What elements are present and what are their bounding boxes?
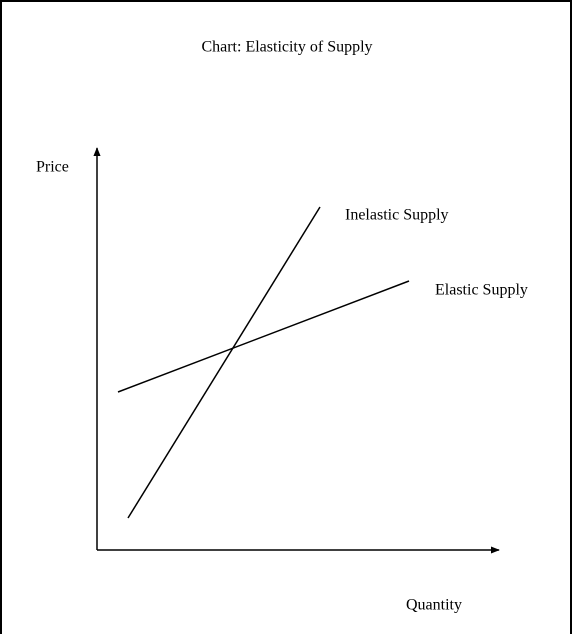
curve-label: Inelastic Supply: [345, 207, 449, 224]
curve-label: Elastic Supply: [435, 282, 528, 299]
y-axis-label: Price: [36, 159, 69, 176]
inelastic-supply-line: [127, 206, 321, 519]
title: Chart: Elasticity of Supply: [201, 39, 372, 56]
elastic-supply-line: [117, 280, 410, 393]
x-axis-label: Quantity: [406, 597, 462, 614]
